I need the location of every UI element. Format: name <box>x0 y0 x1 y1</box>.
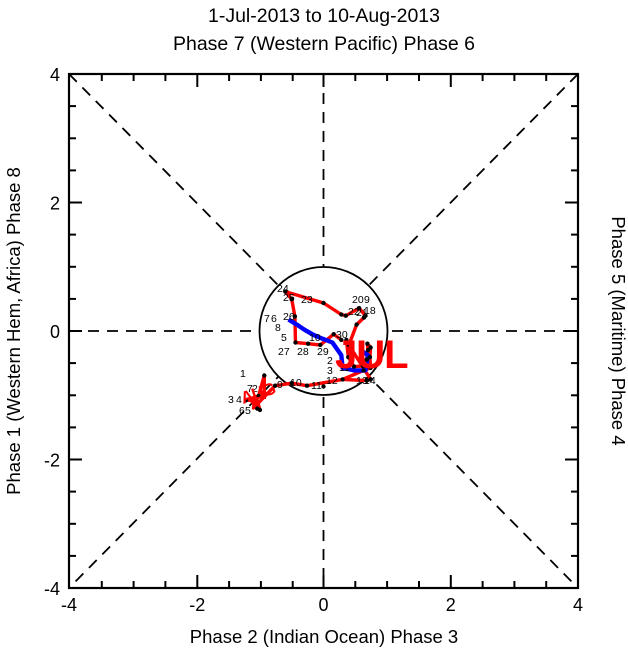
day-label-jul-18: 18 <box>364 305 376 317</box>
day-label-jul-13: 13 <box>356 375 368 387</box>
day-label-jul-24: 24 <box>277 283 289 295</box>
day-number-labels: 24 25 23 20 9 22 21 18 26 7 6 8 5 10 30 … <box>228 283 376 417</box>
y-axis-ticks <box>69 73 578 589</box>
day-label-jul-3: 3 <box>327 365 333 377</box>
x-tick-label-1: -2 <box>189 595 205 615</box>
series-blue-track <box>287 317 371 373</box>
day-label-jul-14: 14 <box>364 375 376 387</box>
day-label-aug-11: 11 <box>311 380 322 392</box>
day-label-jul-9b: 9 <box>364 294 370 306</box>
x-tick-label-4: 4 <box>573 595 583 615</box>
day-label-jul-8: 8 <box>275 322 281 334</box>
y-axis-label-left: Phase 1 (Western Hem, Africa) Phase 8 <box>3 167 24 495</box>
day-label-jul-22: 22 <box>348 306 360 318</box>
chart-subtitle-top-axis-label: Phase 7 (Western Pacific) Phase 6 <box>173 33 475 55</box>
day-label-aug-2: 2 <box>252 383 258 395</box>
x-axis-ticks <box>68 74 579 588</box>
data-point-markers <box>243 289 373 413</box>
day-label-jul-26: 26 <box>283 311 295 323</box>
day-label-jul-10: 10 <box>309 332 321 344</box>
day-label-jul-29: 29 <box>317 346 329 358</box>
chart-title: 1-Jul-2013 to 10-Aug-2013 <box>208 5 440 27</box>
x-tick-label-2: 0 <box>318 595 328 615</box>
day-label-aug-7: 7 <box>247 383 253 395</box>
day-label-jul-12: 12 <box>326 375 338 387</box>
day-label-jul-5: 5 <box>281 332 287 344</box>
day-label-aug-1: 1 <box>240 368 246 380</box>
x-tick-label-3: 2 <box>446 595 456 615</box>
y-axis-label-right: Phase 5 (Maritime) Phase 4 <box>608 216 628 445</box>
day-label-jul-21: 21 <box>356 307 368 319</box>
day-label-aug-5: 5 <box>245 405 251 417</box>
y-tick-label-4: 4 <box>50 65 60 85</box>
day-label-aug-6: 6 <box>239 405 245 417</box>
day-label-jul-6: 6 <box>271 313 277 325</box>
month-annotation-jul: JUL <box>335 333 409 377</box>
day-label-jul-20: 20 <box>352 294 364 306</box>
y-tick-label-3: 2 <box>50 194 60 214</box>
day-label-jul-7: 7 <box>264 313 270 325</box>
y-tick-label-0: -4 <box>44 579 60 599</box>
svg-text:JUL: JUL <box>335 333 408 377</box>
day-label-aug-3: 3 <box>228 394 234 406</box>
day-label-jul-30: 30 <box>336 329 348 341</box>
day-label-jul-25: 25 <box>283 292 295 304</box>
day-label-jul-28: 28 <box>297 346 309 358</box>
day-label-aug-4: 4 <box>236 394 242 406</box>
day-label-jul-23: 23 <box>301 294 313 306</box>
day-label-jul-11: 11 <box>339 362 350 374</box>
day-label-jul-27: 27 <box>278 346 290 358</box>
day-label-aug-10: 10 <box>290 377 302 389</box>
day-label-aug-9: 9 <box>277 379 283 391</box>
y-tick-label-1: -2 <box>44 451 60 471</box>
day-label-jul-2: 2 <box>327 355 333 367</box>
x-tick-label-0: -4 <box>61 595 77 615</box>
x-axis-label: Phase 2 (Indian Ocean) Phase 3 <box>190 626 458 647</box>
y-tick-label-2: 0 <box>50 322 60 342</box>
